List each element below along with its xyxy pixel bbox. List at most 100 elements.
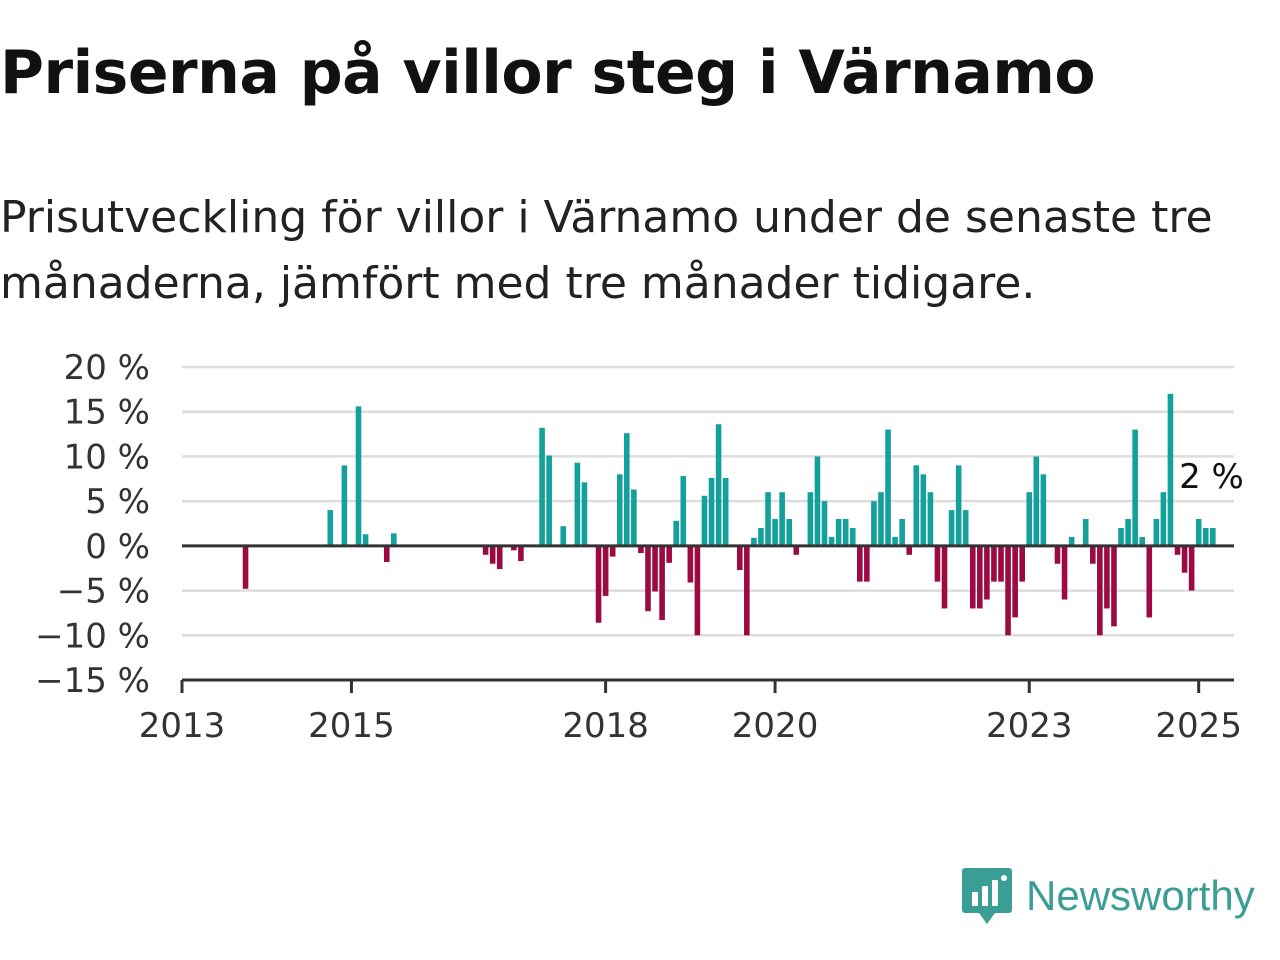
bar <box>913 465 920 546</box>
bar <box>1118 527 1124 546</box>
bar <box>595 545 602 623</box>
bar <box>842 519 849 546</box>
bar <box>849 527 856 546</box>
bar <box>934 545 941 582</box>
bar <box>383 545 390 562</box>
bar <box>927 492 934 546</box>
bar <box>1097 545 1103 636</box>
bar <box>856 545 863 582</box>
brand-name: Newsworthy <box>1026 872 1255 919</box>
bar <box>362 534 369 546</box>
newsworthy-logo: Newsworthy <box>962 866 1255 926</box>
bar <box>969 545 976 609</box>
bar <box>546 455 552 546</box>
x-tick-label: 2020 <box>732 706 819 746</box>
x-tick-label: 2023 <box>986 706 1073 746</box>
bar <box>1082 519 1089 546</box>
bar <box>885 429 891 546</box>
bar <box>1111 545 1117 627</box>
bar <box>722 477 729 546</box>
last-value-label: 2 % <box>1179 457 1244 497</box>
bar <box>984 545 990 600</box>
bar <box>496 545 503 570</box>
bar <box>1210 527 1216 546</box>
y-tick-label: 5 % <box>85 482 150 522</box>
bar <box>772 519 778 546</box>
bar <box>609 545 616 557</box>
axes <box>180 544 1234 693</box>
bar <box>1068 536 1075 546</box>
bar <box>758 527 764 546</box>
bar <box>814 456 821 546</box>
chart-title: Priserna på villor steg i Värnamo <box>0 38 1096 108</box>
bar <box>511 545 517 551</box>
x-tick-label: 2018 <box>562 706 649 746</box>
bar <box>1153 519 1160 546</box>
bar <box>708 477 715 546</box>
gridlines <box>182 365 1234 637</box>
bar <box>1188 545 1195 591</box>
bar <box>899 519 905 546</box>
bar <box>666 545 672 563</box>
bar <box>560 526 567 546</box>
bar <box>518 545 524 562</box>
bar <box>948 510 955 546</box>
bar <box>1195 519 1202 546</box>
bar <box>878 492 884 546</box>
bar <box>391 533 397 546</box>
y-tick-label: 20 % <box>64 348 150 388</box>
bar <box>355 406 362 546</box>
bar <box>941 545 948 609</box>
bar <box>616 474 623 546</box>
bar <box>1146 545 1153 618</box>
bar <box>1132 429 1138 546</box>
bar <box>680 476 687 546</box>
bar <box>574 462 581 546</box>
bar <box>624 433 630 546</box>
bar <box>835 519 842 546</box>
bar <box>659 545 665 621</box>
bars <box>242 393 1216 636</box>
bar <box>645 545 651 612</box>
bar <box>1139 536 1146 546</box>
bar <box>977 545 983 609</box>
bar <box>1174 545 1181 555</box>
y-tick-label: −10 % <box>35 616 150 656</box>
bar <box>991 545 997 582</box>
bar <box>482 545 489 555</box>
bar <box>1026 492 1033 546</box>
bar <box>1005 545 1011 636</box>
bar <box>955 465 962 546</box>
bar <box>1061 545 1068 600</box>
y-tick-label: 10 % <box>64 437 150 477</box>
bar <box>581 482 588 546</box>
y-tick-label: 15 % <box>64 393 150 433</box>
bar <box>1160 492 1167 546</box>
bar <box>694 545 701 636</box>
bar <box>998 545 1004 582</box>
bar <box>793 545 800 555</box>
bar <box>807 492 814 546</box>
bar <box>489 545 496 564</box>
bar <box>765 492 771 546</box>
bar <box>821 501 828 546</box>
bar <box>327 510 334 546</box>
bar <box>715 424 722 546</box>
bar <box>1202 527 1209 546</box>
bar <box>871 501 877 546</box>
bar <box>673 520 680 546</box>
y-axis-labels: 20 % 15 %10 % 5 % 0 % −5 %−10 % −15 % <box>35 348 150 701</box>
x-axis-labels: 2013 2015 2018 2020 2023 2025 <box>139 706 1242 746</box>
bar <box>638 545 644 554</box>
bar <box>341 465 348 546</box>
bar <box>1167 393 1174 546</box>
bar <box>736 545 743 571</box>
bar <box>1040 474 1047 546</box>
bar <box>744 545 750 636</box>
bar <box>892 536 898 546</box>
bar <box>1033 456 1040 546</box>
bar <box>1089 545 1096 564</box>
bar <box>1104 545 1110 609</box>
bar <box>242 545 249 589</box>
x-tick-label: 2013 <box>139 706 226 746</box>
